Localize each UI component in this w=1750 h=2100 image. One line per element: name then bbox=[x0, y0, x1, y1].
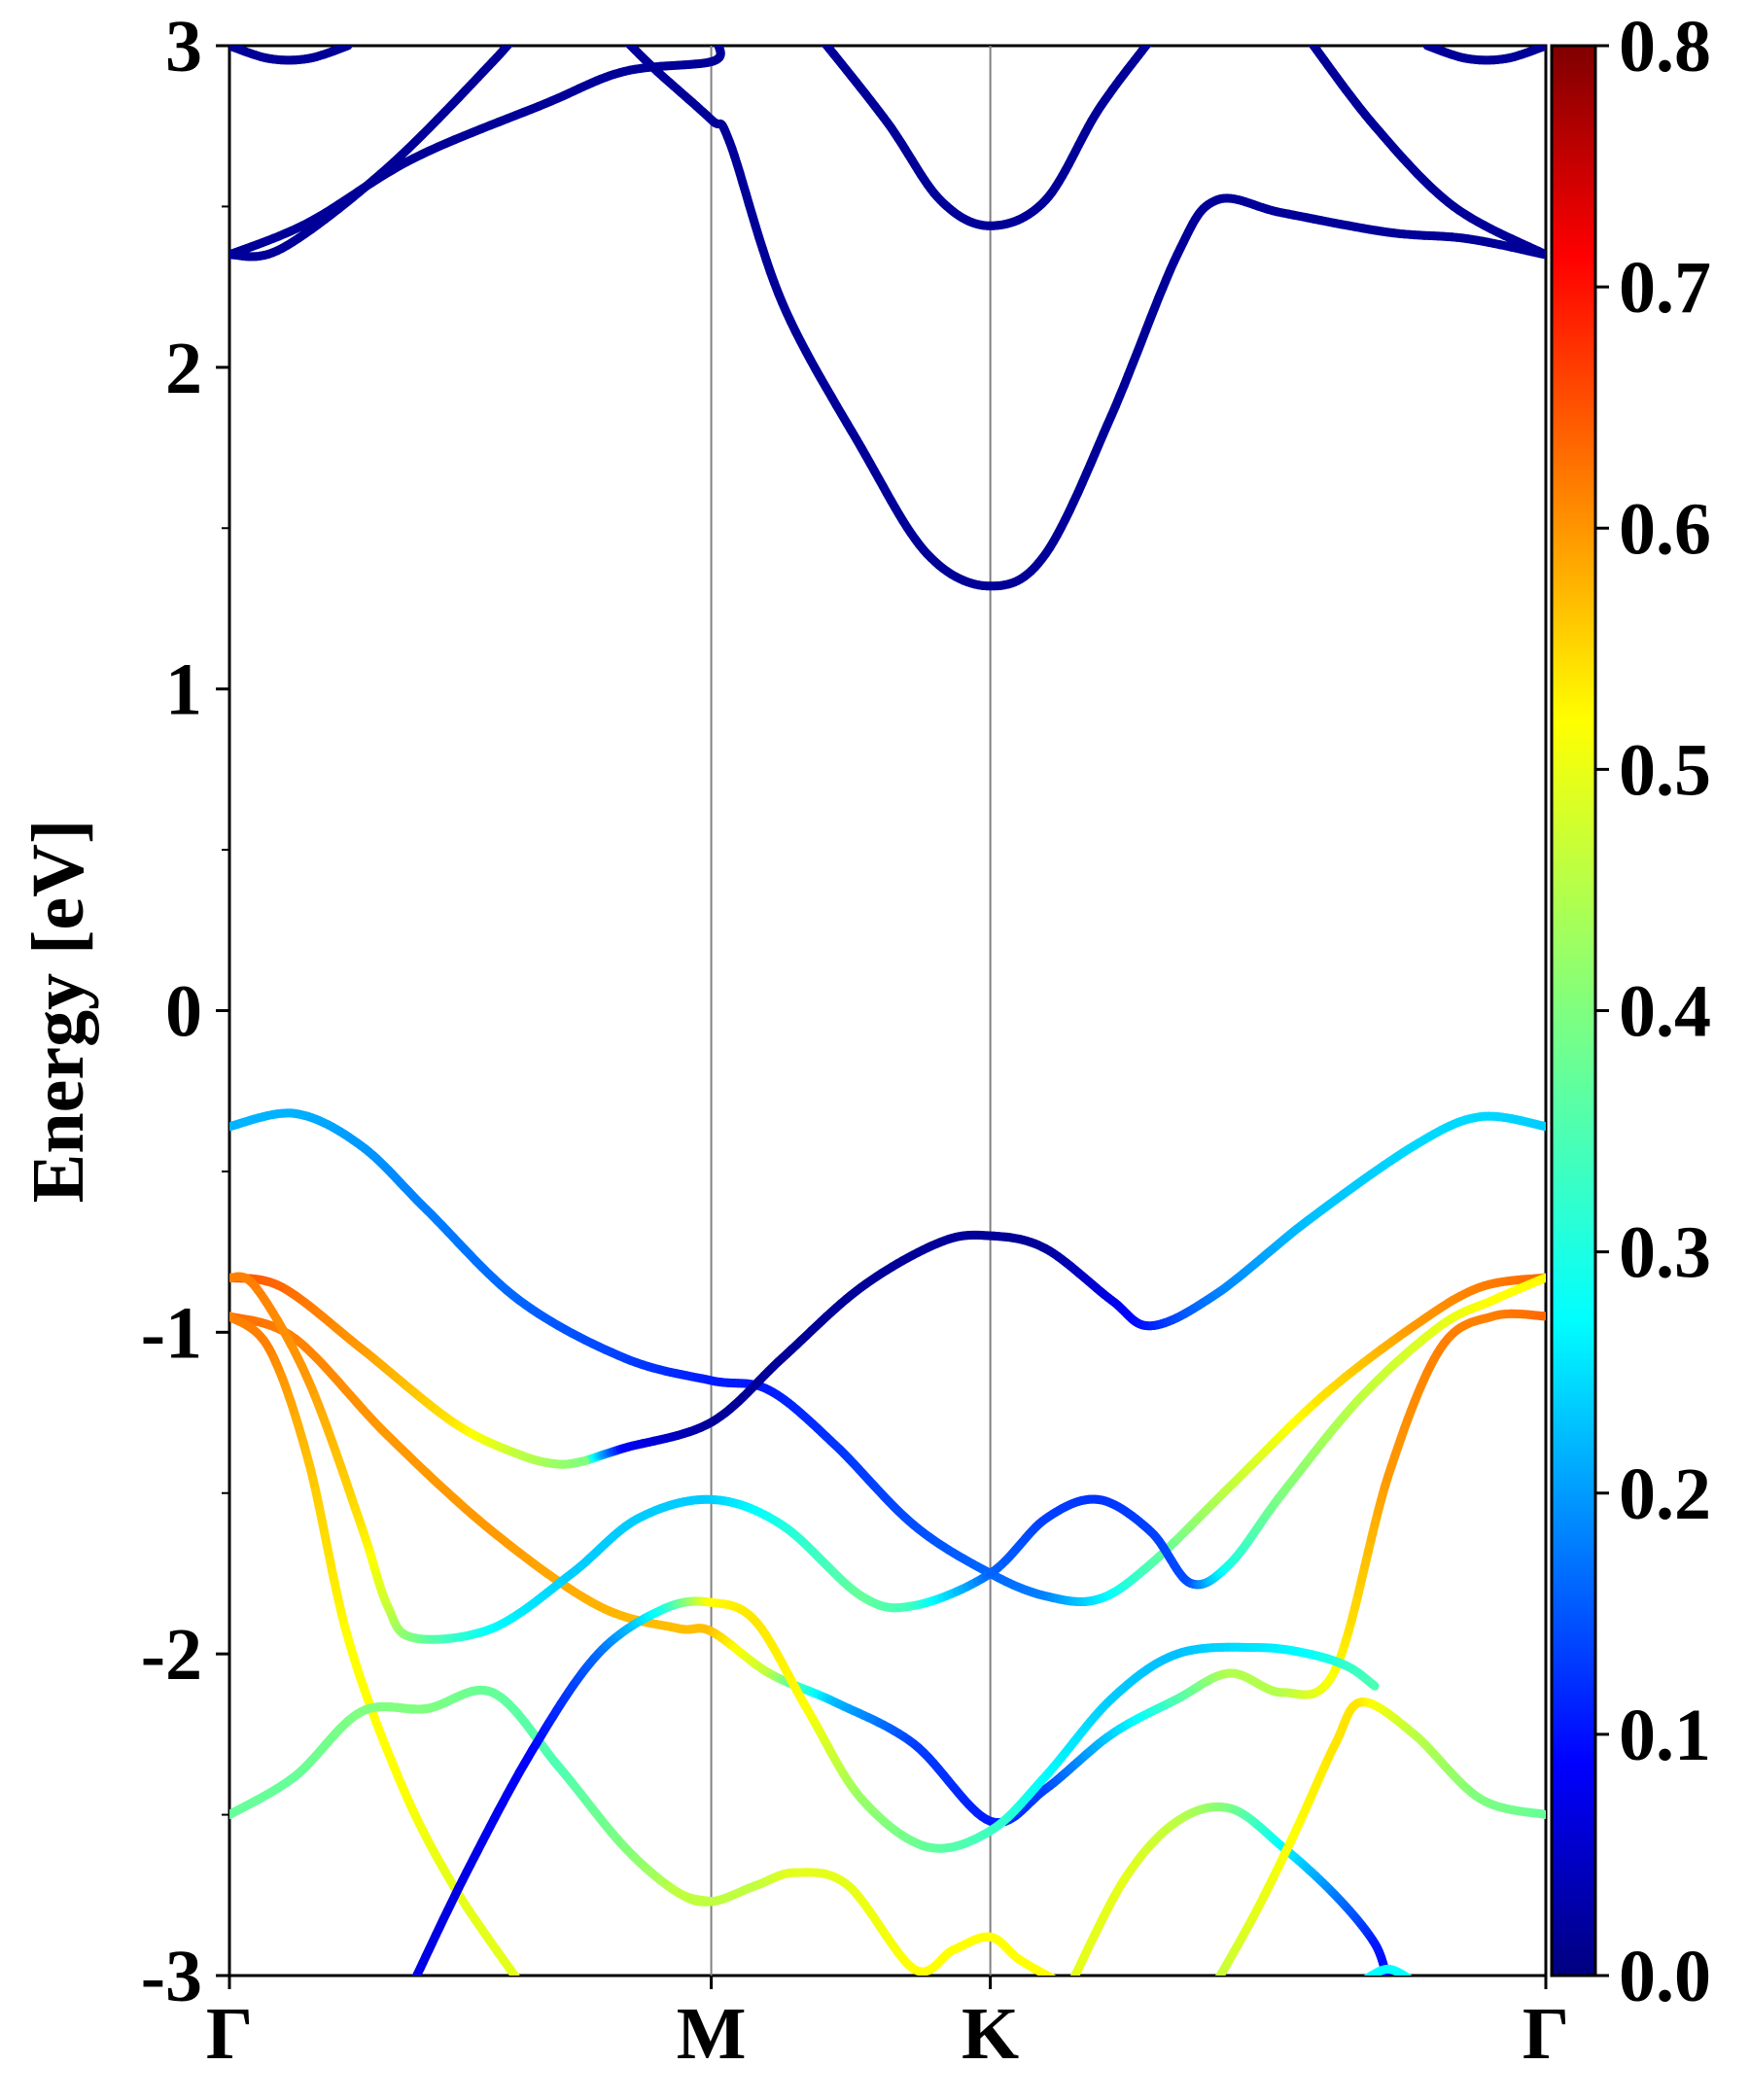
x-tick-label: K bbox=[962, 1993, 1019, 2075]
y-axis-ticks: 3 2 1 0 -1 -2 -3 bbox=[141, 6, 229, 2017]
y-axis-label: Energy [eV] bbox=[18, 820, 99, 1204]
band-vb6 bbox=[229, 1312, 520, 1976]
bands bbox=[229, 46, 1546, 1976]
colorbar: 0.0 0.1 0.2 0.3 0.4 0.5 0.6 0.7 0.8 bbox=[1550, 6, 1711, 2017]
colorbar-tick-label: 0.3 bbox=[1619, 1212, 1711, 1294]
colorbar-tick-label: 0.5 bbox=[1619, 729, 1711, 811]
colorbar-ticks: 0.0 0.1 0.2 0.3 0.4 0.5 0.6 0.7 0.8 bbox=[1595, 6, 1711, 2017]
band-vb2 bbox=[580, 1111, 1546, 1466]
band-vb10 bbox=[1069, 1802, 1391, 1976]
colorbar-tick-label: 0.2 bbox=[1619, 1453, 1711, 1535]
y-tick-label: 0 bbox=[165, 971, 202, 1053]
y-tick-label: -1 bbox=[141, 1292, 202, 1374]
plot-area: 3 2 1 0 -1 -2 -3 Γ M K Γ bbox=[141, 6, 1569, 2075]
band-vb4 bbox=[229, 1309, 1546, 1828]
x-tick-label: Γ bbox=[1522, 1993, 1569, 2075]
y-tick-label: 3 bbox=[165, 6, 202, 88]
colorbar-tick-label: 0.0 bbox=[1619, 1936, 1711, 2017]
high-symmetry-lines bbox=[710, 46, 992, 1976]
band-vb5 bbox=[229, 1272, 1546, 1644]
band-cb-right bbox=[1308, 46, 1546, 260]
band-cb-gamma-cap-right bbox=[1422, 46, 1546, 65]
x-tick-label: Γ bbox=[206, 1993, 253, 2075]
band-cb-k-lower bbox=[821, 46, 1152, 230]
band-vb8 bbox=[229, 1685, 717, 1907]
y-tick-label: 2 bbox=[165, 328, 202, 409]
colorbar-tick-label: 0.1 bbox=[1619, 1695, 1711, 1776]
band-cb-top-left bbox=[229, 46, 513, 262]
band-vb-bottom-right bbox=[1363, 1964, 1413, 1976]
band-cb-m-k-upper bbox=[624, 46, 1546, 591]
colorbar-tick-label: 0.7 bbox=[1619, 247, 1711, 329]
colorbar-tick-label: 0.6 bbox=[1619, 488, 1711, 570]
x-tick-label: M bbox=[677, 1993, 747, 2075]
colorbar-tick-label: 0.8 bbox=[1619, 6, 1711, 88]
band-vb7 bbox=[229, 1685, 1057, 1976]
band-vb11 bbox=[1215, 1698, 1546, 1976]
y-tick-label: -2 bbox=[141, 1614, 202, 1696]
y-tick-label: -3 bbox=[141, 1936, 202, 2017]
colorbar-gradient bbox=[1550, 44, 1597, 1978]
band-vb1 bbox=[229, 1108, 1546, 1606]
band-cb-gamma-cap-left bbox=[229, 46, 353, 65]
y-tick-label: 1 bbox=[165, 649, 202, 731]
plot-frame bbox=[228, 44, 1548, 1978]
band-vb9 bbox=[411, 1596, 1380, 1976]
colorbar-tick-label: 0.4 bbox=[1619, 971, 1711, 1053]
